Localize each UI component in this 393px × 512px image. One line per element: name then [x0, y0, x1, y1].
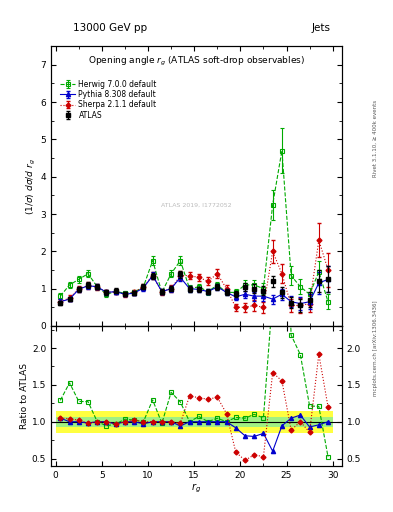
Text: 13000 GeV pp: 13000 GeV pp — [73, 23, 147, 33]
Legend: Herwig 7.0.0 default, Pythia 8.308 default, Sherpa 2.1.1 default, ATLAS: Herwig 7.0.0 default, Pythia 8.308 defau… — [58, 78, 159, 122]
Text: ATLAS 2019, I1772052: ATLAS 2019, I1772052 — [161, 203, 232, 208]
Text: Rivet 3.1.10, ≥ 400k events: Rivet 3.1.10, ≥ 400k events — [373, 100, 378, 177]
Text: mcplots.cern.ch [arXiv:1306.3436]: mcplots.cern.ch [arXiv:1306.3436] — [373, 301, 378, 396]
Y-axis label: Ratio to ATLAS: Ratio to ATLAS — [20, 363, 29, 429]
X-axis label: $r_g$: $r_g$ — [191, 481, 202, 495]
Y-axis label: $(1/\sigma)\ d\sigma/d\ r_g$: $(1/\sigma)\ d\sigma/d\ r_g$ — [25, 158, 38, 215]
Text: Opening angle $r_g$ (ATLAS soft-drop observables): Opening angle $r_g$ (ATLAS soft-drop obs… — [88, 54, 305, 68]
Text: Jets: Jets — [311, 23, 330, 33]
